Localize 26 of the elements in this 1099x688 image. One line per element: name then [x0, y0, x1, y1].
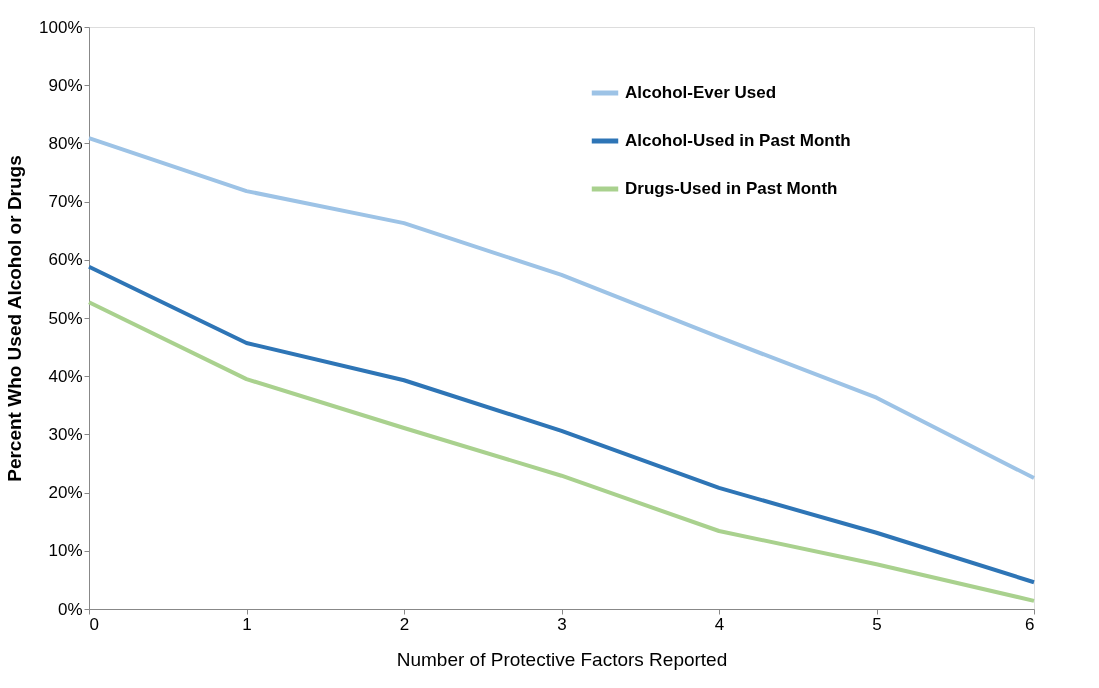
y-tick-label: 100%: [39, 17, 83, 37]
y-tick-label: 50%: [48, 308, 83, 328]
line-series: [87, 136, 1036, 481]
y-tick-label: 10%: [48, 541, 83, 561]
y-tick-label: 40%: [48, 366, 83, 386]
y-tick-label: 20%: [48, 483, 83, 503]
y-tick-label: 90%: [48, 75, 83, 95]
legend-label: Alcohol-Used in Past Month: [625, 131, 851, 150]
line-series: [87, 300, 1036, 603]
x-tick-label: 3: [557, 614, 567, 634]
x-tick-label: 4: [714, 614, 725, 634]
line-series: [87, 264, 1036, 585]
y-axis-title: Percent Who Used Alcohol or Drugs: [4, 155, 26, 482]
y-tick-label: 0%: [57, 599, 83, 619]
x-axis-title: Number of Protective Factors Reported: [396, 648, 728, 670]
y-tick-label: 80%: [48, 133, 83, 153]
y-tick-label: 70%: [48, 192, 83, 212]
legend-label: Drugs-Used in Past Month: [625, 179, 838, 198]
y-tick-label: 30%: [48, 424, 83, 444]
y-tick-label: 60%: [48, 250, 83, 270]
x-tick-label: 5: [872, 614, 882, 634]
x-tick-label: 6: [1025, 614, 1035, 634]
x-tick-label: 2: [399, 614, 410, 634]
legend-label: Alcohol-Ever Used: [625, 83, 777, 102]
x-tick-label: 0: [89, 614, 99, 634]
x-tick-label: 1: [242, 614, 252, 634]
